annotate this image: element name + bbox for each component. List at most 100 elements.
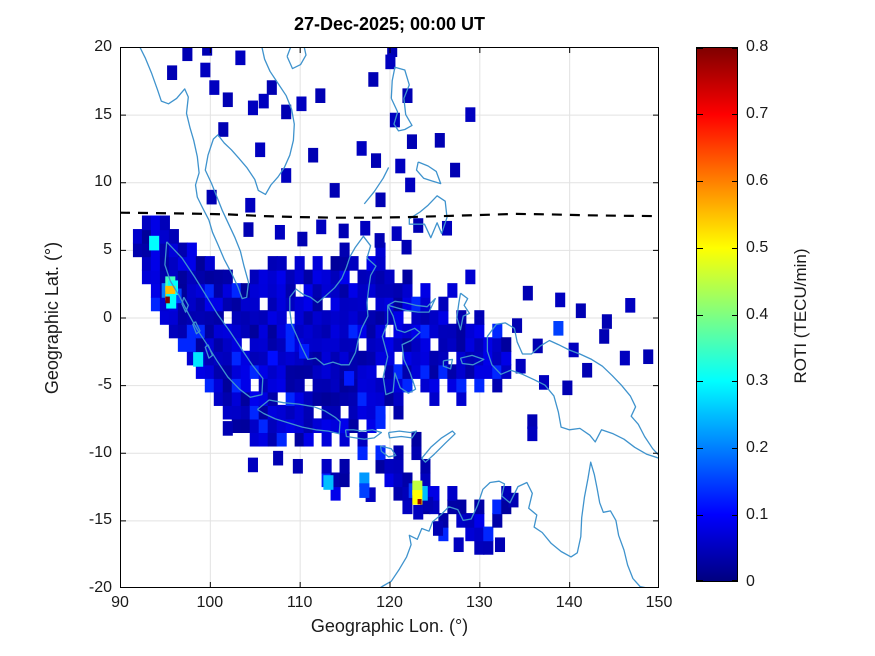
- roti-cell: [339, 323, 350, 339]
- roti-cell: [204, 256, 215, 271]
- roti-cell: [195, 256, 206, 271]
- roti-cell: [294, 269, 305, 285]
- roti-cell: [177, 283, 188, 298]
- roti-cell: [474, 540, 485, 555]
- roti-cell: [330, 337, 341, 352]
- roti-cell: [483, 540, 494, 555]
- roti-cell: [285, 418, 296, 434]
- roti-cell: [601, 314, 612, 329]
- roti-cell: [267, 418, 278, 434]
- roti-cell: [375, 242, 386, 258]
- roti-cell: [249, 350, 260, 366]
- roti-cell: [501, 337, 512, 352]
- roti-cell: [406, 134, 417, 149]
- colorbar-tick-mark: [697, 248, 703, 249]
- roti-cell: [402, 283, 413, 298]
- roti-cell: [321, 310, 332, 325]
- roti-cell: [384, 350, 395, 366]
- y-tick-label: -20: [88, 579, 112, 596]
- roti-cell: [501, 499, 512, 515]
- x-axis-label: Geographic Lon. (°): [310, 616, 469, 636]
- roti-cell: [393, 310, 404, 325]
- roti-cell: [348, 283, 359, 298]
- roti-cell: [375, 192, 386, 208]
- roti-cell: [213, 269, 224, 285]
- roti-cell: [339, 310, 350, 325]
- roti-cell: [339, 418, 350, 434]
- roti-cell: [432, 521, 444, 536]
- roti-cell: [402, 88, 413, 103]
- roti-cell: [483, 337, 494, 352]
- roti-cell: [240, 377, 251, 393]
- roti-cell: [222, 391, 233, 406]
- roti-cell: [599, 329, 610, 344]
- colorbar-tick-label: 0.2: [746, 439, 769, 457]
- roti-cell: [204, 337, 215, 352]
- roti-cell: [276, 377, 287, 393]
- roti-cell: [391, 226, 402, 241]
- roti-cell: [438, 526, 449, 542]
- roti-cell: [339, 350, 350, 366]
- colorbar-tick-mark: [697, 515, 703, 516]
- coastline-borneo: [289, 235, 377, 366]
- roti-cell: [267, 296, 278, 312]
- roti-cell: [492, 364, 503, 379]
- roti-cell: [195, 296, 206, 312]
- roti-cell: [255, 142, 266, 158]
- roti-cell: [393, 296, 404, 312]
- roti-cell: [132, 229, 143, 244]
- roti-cell: [465, 526, 476, 542]
- colorbar-tick-label: 0.1: [746, 506, 769, 524]
- roti-cell: [393, 472, 404, 488]
- roti-cell: [447, 364, 458, 379]
- roti-cell: [402, 499, 413, 515]
- roti-cell: [276, 404, 287, 420]
- roti-cell: [366, 350, 377, 366]
- roti-cell: [447, 283, 458, 298]
- roti-cell: [200, 62, 211, 78]
- colorbar-tick-mark: [697, 114, 703, 115]
- roti-cell: [240, 418, 251, 434]
- colorbar-tick-mark: [697, 315, 703, 316]
- roti-cell: [159, 310, 170, 325]
- roti-cell: [150, 256, 161, 271]
- roti-cell: [522, 285, 533, 301]
- roti-cell: [312, 377, 323, 393]
- roti-cell: [235, 50, 246, 66]
- roti-cell: [420, 310, 431, 325]
- roti-cell: [339, 431, 350, 447]
- roti-cell: [348, 337, 359, 352]
- roti-cell: [411, 337, 422, 352]
- roti-cell: [182, 47, 193, 62]
- roti-cell: [195, 310, 206, 325]
- roti-cell: [249, 404, 260, 420]
- roti-cell: [281, 104, 292, 120]
- roti-cell: [285, 296, 296, 312]
- y-tick-label: 5: [103, 240, 112, 258]
- roti-cell: [423, 496, 434, 512]
- roti-cell: [258, 364, 269, 379]
- roti-cell: [474, 513, 485, 528]
- roti-cell: [368, 72, 379, 87]
- roti-cell: [315, 88, 326, 103]
- colorbar-tick-mark: [732, 114, 738, 115]
- roti-cell: [348, 418, 359, 434]
- roti-cell: [456, 323, 467, 339]
- roti-cell: [438, 296, 449, 312]
- roti-cell: [375, 377, 386, 393]
- roti-cell: [411, 296, 422, 312]
- roti-cell: [303, 364, 314, 379]
- roti-cell: [312, 269, 323, 285]
- roti-cell: [339, 256, 350, 271]
- roti-cell: [316, 219, 327, 235]
- roti-cell: [538, 375, 550, 390]
- roti-cell: [267, 269, 278, 285]
- roti-cell: [292, 458, 303, 474]
- roti-cell: [447, 337, 458, 352]
- roti-cell: [213, 296, 224, 312]
- roti-cell: [177, 269, 188, 285]
- roti-cell: [456, 377, 467, 393]
- roti-cell: [240, 323, 251, 339]
- roti-cell: [393, 486, 404, 501]
- roti-cell: [281, 168, 292, 183]
